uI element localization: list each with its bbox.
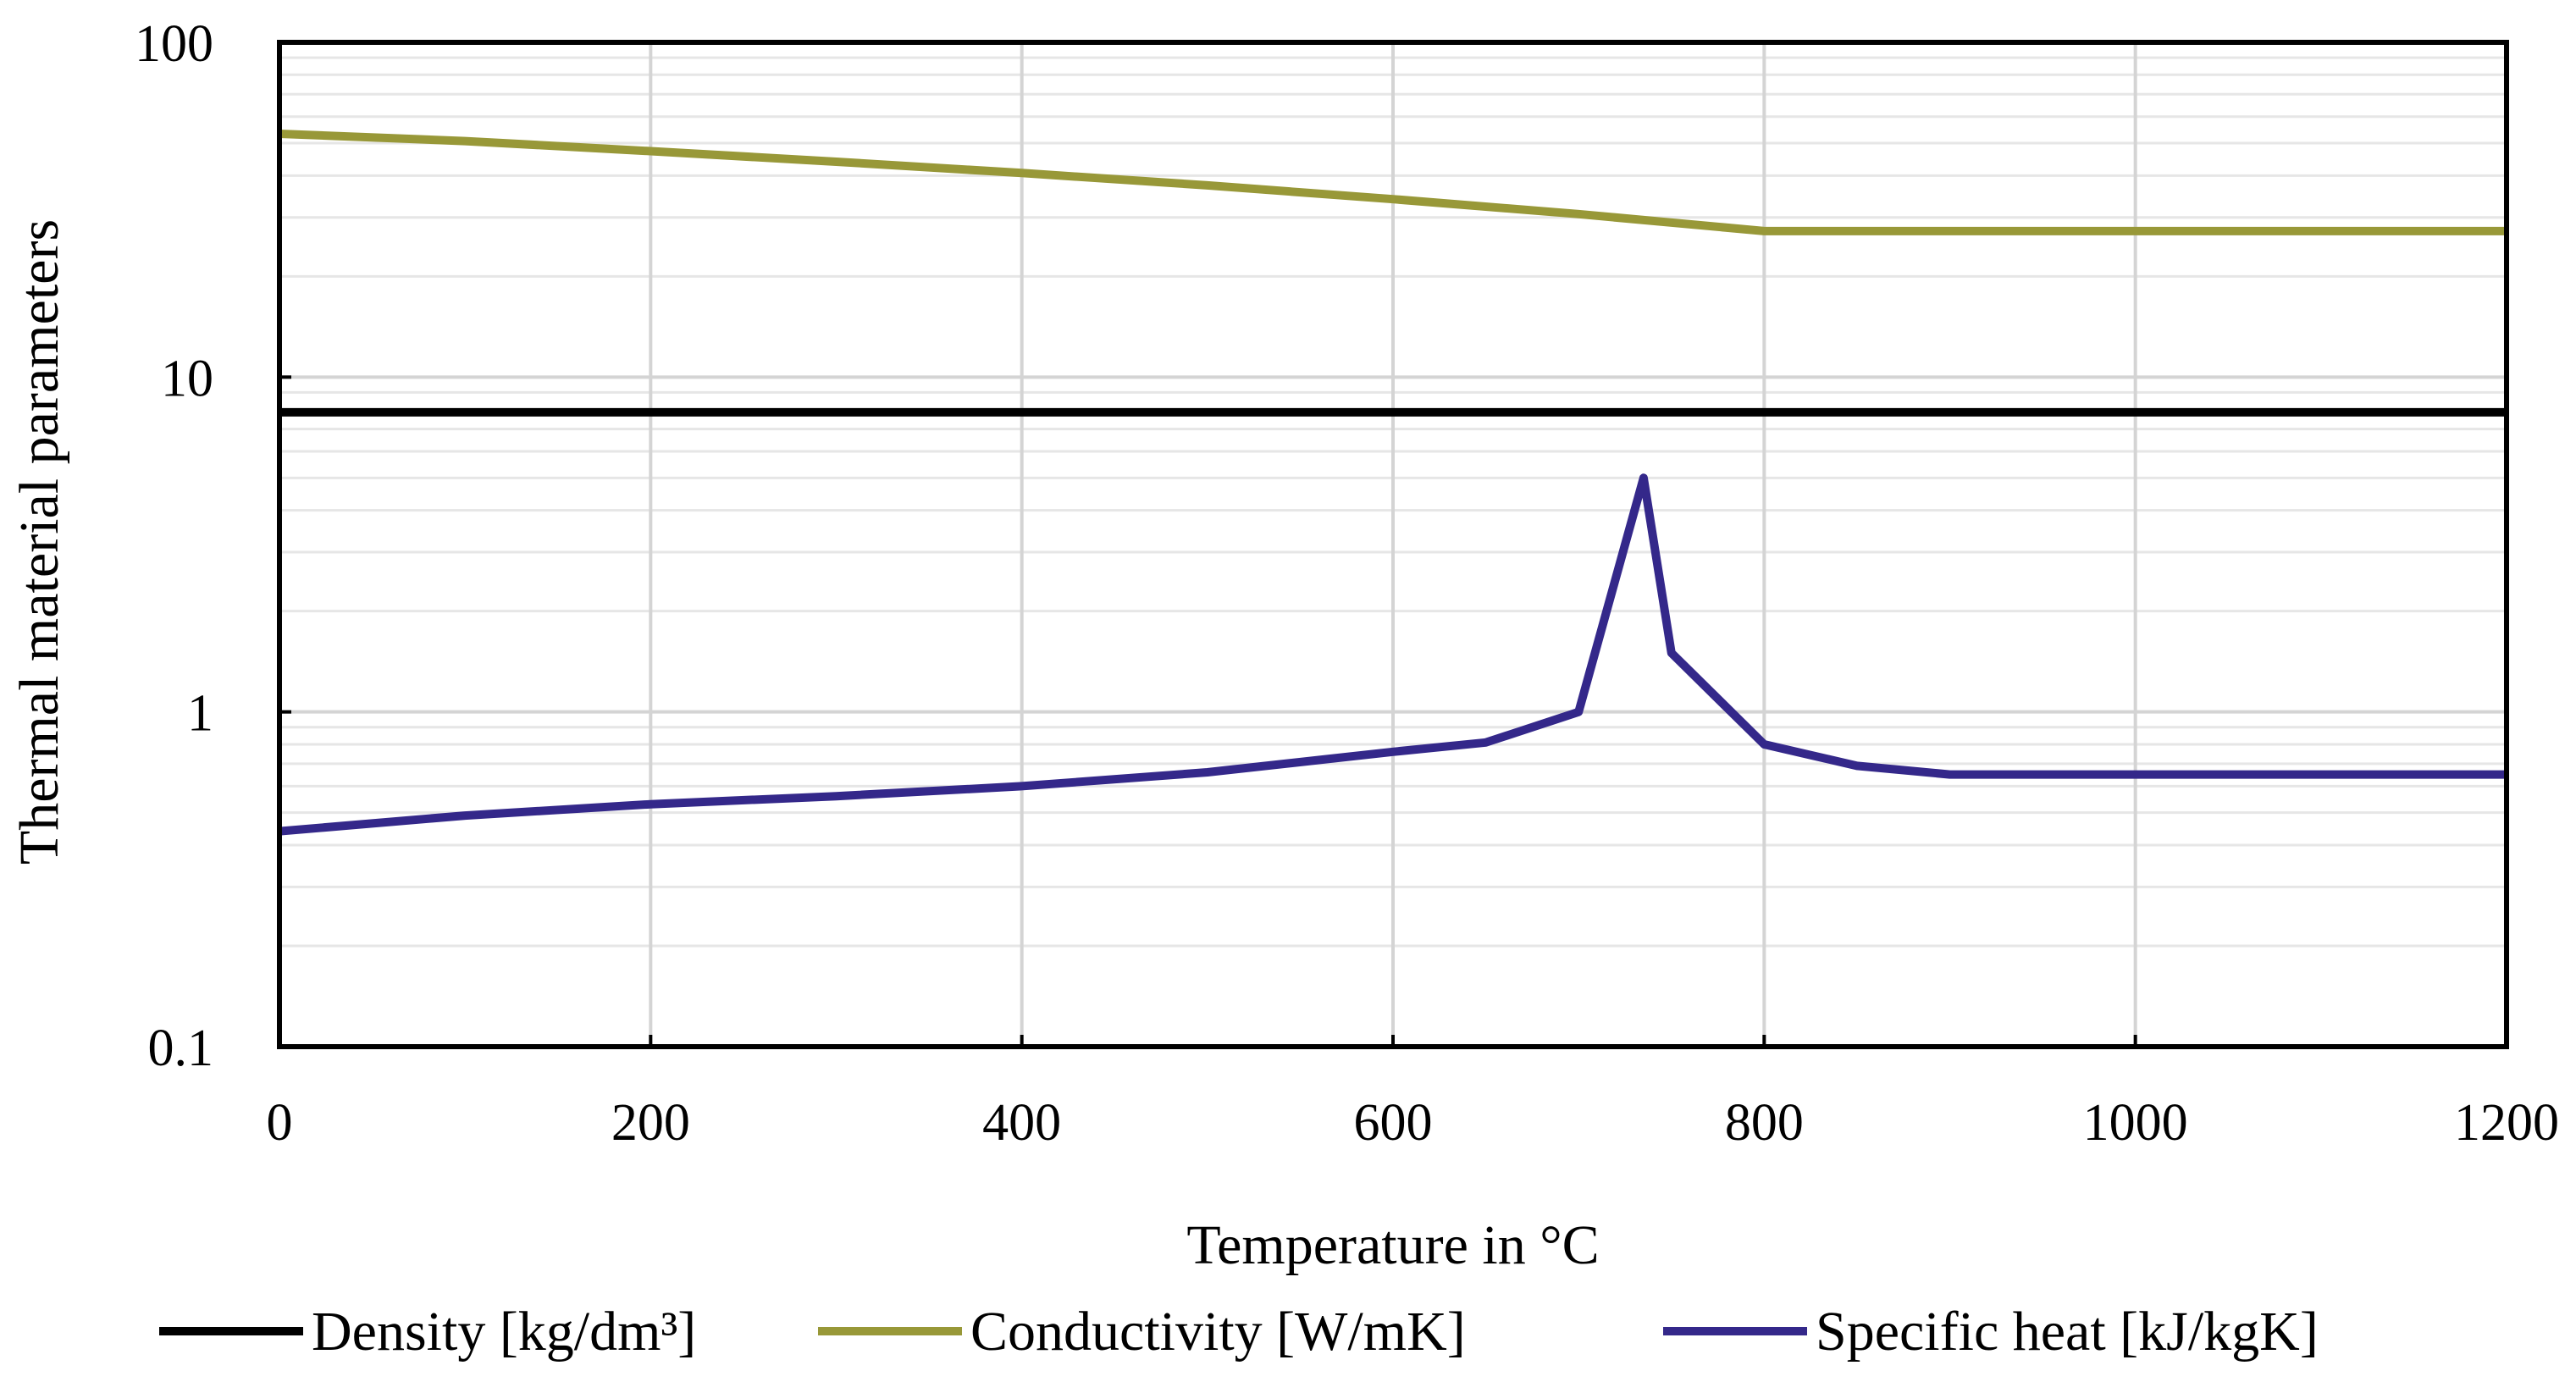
legend: Density [kg/dm³] Conductivity [W/mK] Speci…: [159, 1301, 2319, 1363]
series-line-3: [279, 473, 2507, 836]
x-tick-label: 400: [982, 1094, 1061, 1152]
legend-label-2: Conductivity [W/mK]: [970, 1301, 1466, 1363]
y-tick-label: 10: [161, 350, 213, 407]
legend-label-3: Specific heat [kJ/kgK]: [1816, 1301, 2319, 1363]
series-line-2: [279, 130, 2507, 235]
grid: [278, 41, 2508, 1048]
legend-label-1: Density [kg/dm³]: [312, 1301, 696, 1363]
x-tick-label: 0: [267, 1094, 293, 1152]
x-tick-label: 800: [1725, 1094, 1804, 1152]
x-tick-label: 200: [611, 1094, 690, 1152]
y-tick-label: 1: [187, 685, 213, 743]
x-tick-label: 1000: [2083, 1094, 2188, 1152]
y-tick-label: 100: [135, 15, 213, 73]
x-tick-label: 1200: [2454, 1094, 2559, 1152]
x-axis-title: Temperature in °C: [1186, 1214, 1599, 1276]
y-axis-title: Thermal material parameters: [8, 219, 70, 865]
x-tick-label: 600: [1354, 1094, 1433, 1152]
tick-labels: 0 200 400 600 800 1000 1200 0.1 1 10 100: [135, 15, 2559, 1152]
series-lines: [279, 130, 2507, 836]
y-tick-label: 0.1: [148, 1020, 214, 1077]
